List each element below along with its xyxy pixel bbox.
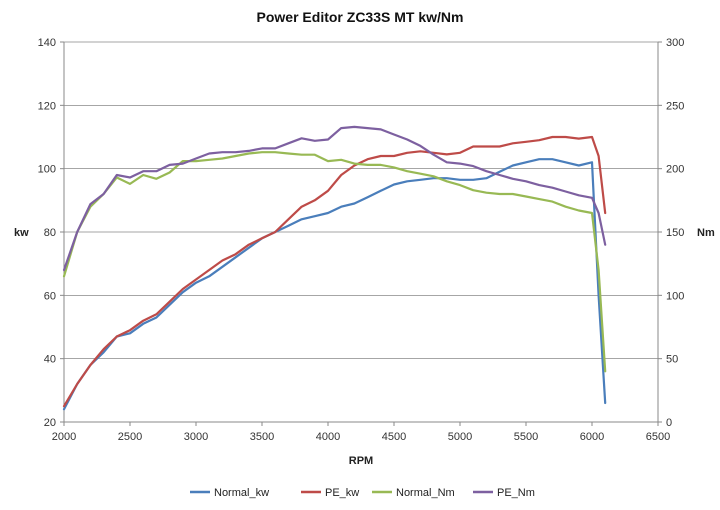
x-axis-title: RPM <box>349 455 373 467</box>
legend-label: Normal_Nm <box>396 487 455 499</box>
y-tick-label: 120 <box>38 100 56 112</box>
y-axis-left: 20 40 60 80 100 120 140 <box>38 37 64 429</box>
y2-tick-label: 100 <box>666 290 684 302</box>
y2-tick-label: 0 <box>666 417 672 429</box>
series-line-normal-kw <box>62 158 607 411</box>
legend-label: PE_kw <box>325 487 359 499</box>
y-tick-label: 140 <box>38 37 56 49</box>
x-axis: 2000 2500 3000 3500 4000 4500 5000 5500 6000 6500 <box>52 422 670 443</box>
x-tick-label: 2500 <box>118 431 142 443</box>
y-tick-label: 40 <box>44 354 56 366</box>
legend: Normal_kw PE_kw Normal_Nm PE_Nm <box>190 487 535 499</box>
legend-label: Normal_kw <box>214 487 269 499</box>
y2-tick-label: 50 <box>666 354 678 366</box>
y2-tick-label: 200 <box>666 164 684 176</box>
y-tick-label: 100 <box>38 164 56 176</box>
x-tick-label: 3500 <box>250 431 274 443</box>
x-tick-label: 4500 <box>382 431 406 443</box>
y2-tick-label: 150 <box>666 227 684 239</box>
x-tick-label: 5500 <box>514 431 538 443</box>
y-axis-title: kw <box>14 227 29 239</box>
x-tick-label: 6000 <box>580 431 604 443</box>
x-tick-label: 2000 <box>52 431 76 443</box>
x-tick-label: 3000 <box>184 431 208 443</box>
y-tick-label: 80 <box>44 227 56 239</box>
y2-axis-title: Nm <box>697 227 715 239</box>
y2-tick-label: 300 <box>666 37 684 49</box>
series-line-pe-nm <box>62 125 607 272</box>
y-axis-right: 0 50 100 150 200 250 300 <box>658 37 684 429</box>
series-line-normal-nm <box>62 151 607 373</box>
x-tick-label: 4000 <box>316 431 340 443</box>
y2-tick-label: 250 <box>666 100 684 112</box>
y-tick-label: 60 <box>44 290 56 302</box>
series-group <box>62 125 607 411</box>
y-tick-label: 20 <box>44 417 56 429</box>
chart-title: Power Editor ZC33S MT kw/Nm <box>257 9 464 25</box>
series-line-pe-kw <box>62 135 607 408</box>
x-tick-label: 6500 <box>646 431 670 443</box>
legend-label: PE_Nm <box>497 487 535 499</box>
x-tick-label: 5000 <box>448 431 472 443</box>
grid <box>64 41 658 423</box>
